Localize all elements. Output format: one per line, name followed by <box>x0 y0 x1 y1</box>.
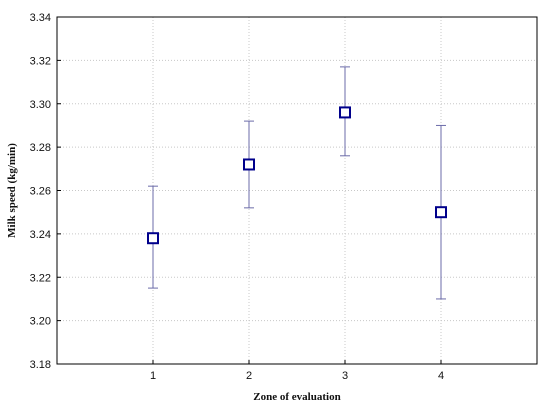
x-tick-label: 2 <box>246 370 252 382</box>
x-tick-label: 4 <box>438 370 444 382</box>
data-point-marker <box>435 206 447 219</box>
y-tick-label: 3.28 <box>30 142 51 154</box>
y-tick-label: 3.20 <box>30 316 51 328</box>
data-point-marker <box>339 106 351 119</box>
y-tick-label: 3.32 <box>30 55 51 67</box>
ticks-layer: 3.18 3.20 3.22 3.24 3.26 3.28 3.30 3.32 3.34 1 2 3 4 <box>30 12 444 382</box>
x-tick-label: 1 <box>150 370 156 382</box>
y-tick-label: 3.30 <box>30 99 51 111</box>
data-point-marker <box>243 158 255 171</box>
y-tick-label: 3.26 <box>30 186 51 198</box>
marker-layer <box>147 106 447 245</box>
x-tick-label: 3 <box>342 370 348 382</box>
y-tick-label: 3.22 <box>30 272 51 284</box>
y-tick-label: 3.18 <box>30 359 51 371</box>
y-tick-label: 3.34 <box>30 12 51 24</box>
errorbar-layer <box>148 66 446 300</box>
x-axis-title: Zone of evaluation <box>253 391 340 403</box>
y-tick-label: 3.24 <box>30 229 51 241</box>
y-axis-title: Milk speed (kg/min) <box>6 143 18 238</box>
data-point-marker <box>147 232 159 245</box>
grid-layer <box>57 17 537 364</box>
